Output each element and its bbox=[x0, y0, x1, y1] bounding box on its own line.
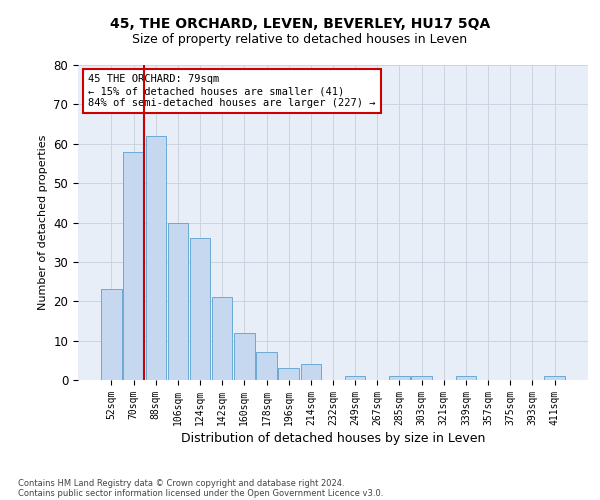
Bar bbox=[212, 298, 232, 380]
Bar bbox=[301, 364, 321, 380]
Bar bbox=[544, 376, 565, 380]
Text: Contains HM Land Registry data © Crown copyright and database right 2024.: Contains HM Land Registry data © Crown c… bbox=[18, 478, 344, 488]
Bar bbox=[256, 352, 277, 380]
Bar bbox=[190, 238, 210, 380]
Bar bbox=[146, 136, 166, 380]
Bar bbox=[412, 376, 432, 380]
Bar bbox=[124, 152, 144, 380]
Text: Size of property relative to detached houses in Leven: Size of property relative to detached ho… bbox=[133, 32, 467, 46]
Bar bbox=[389, 376, 410, 380]
Text: 45, THE ORCHARD, LEVEN, BEVERLEY, HU17 5QA: 45, THE ORCHARD, LEVEN, BEVERLEY, HU17 5… bbox=[110, 18, 490, 32]
Bar bbox=[234, 333, 254, 380]
Text: Contains public sector information licensed under the Open Government Licence v3: Contains public sector information licen… bbox=[18, 488, 383, 498]
X-axis label: Distribution of detached houses by size in Leven: Distribution of detached houses by size … bbox=[181, 432, 485, 445]
Text: 45 THE ORCHARD: 79sqm
← 15% of detached houses are smaller (41)
84% of semi-deta: 45 THE ORCHARD: 79sqm ← 15% of detached … bbox=[88, 74, 376, 108]
Bar bbox=[345, 376, 365, 380]
Bar bbox=[456, 376, 476, 380]
Y-axis label: Number of detached properties: Number of detached properties bbox=[38, 135, 48, 310]
Bar bbox=[167, 222, 188, 380]
Bar bbox=[278, 368, 299, 380]
Bar bbox=[101, 290, 122, 380]
